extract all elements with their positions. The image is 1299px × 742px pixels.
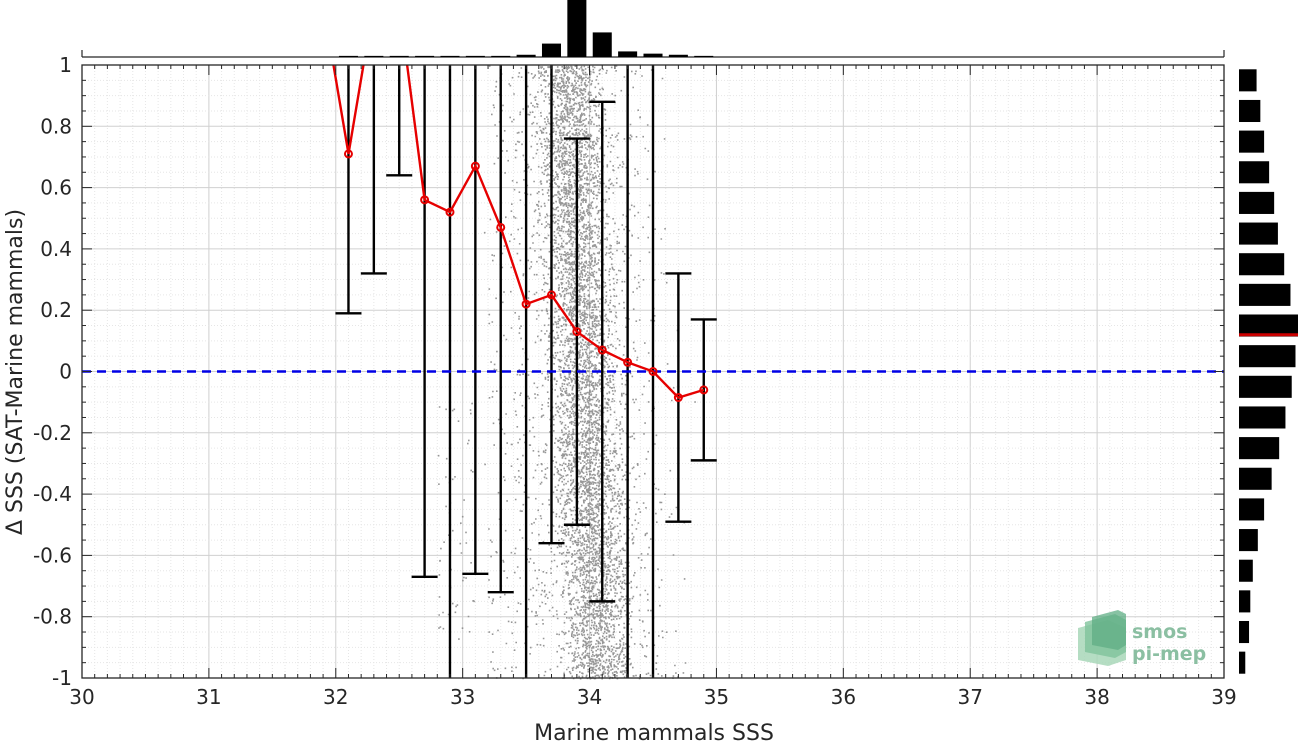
top-hist-bar	[567, 0, 587, 57]
top-histogram	[81, 0, 1225, 58]
mean-point	[699, 385, 709, 395]
mean-point	[496, 222, 506, 232]
right-hist-bar	[1239, 498, 1265, 521]
y-tick-label: 1	[59, 53, 72, 77]
top-hist-bar	[491, 55, 511, 57]
right-hist-bar	[1239, 529, 1258, 552]
mean-point	[521, 299, 531, 309]
right-hist-bar	[1239, 590, 1251, 613]
mean-point	[597, 345, 607, 355]
right-hist-bar	[1239, 314, 1298, 337]
right-hist-bar	[1239, 99, 1261, 123]
x-tick-label: 38	[1084, 685, 1109, 709]
y-tick-labels: -1 -0.8 -0.6 -0.4 -0.2 0 0.2 0.4 0.6 0.8 1	[33, 53, 72, 690]
axes-frame	[81, 64, 1225, 679]
x-tick-labels: 30 31 32 33 34 35 36 37 38 39	[69, 685, 1236, 709]
top-hist-bar	[541, 43, 562, 57]
mean-point	[445, 207, 455, 217]
right-hist-bar	[1239, 253, 1285, 276]
right-hist-bar	[1239, 375, 1292, 398]
right-hist-bar	[1239, 161, 1270, 184]
right-hist-bar	[1239, 406, 1286, 429]
mean-point	[572, 327, 582, 337]
top-hist-bar	[618, 51, 638, 57]
mean-line-group	[332, 65, 709, 403]
x-tick-label: 39	[1211, 685, 1236, 709]
top-hist-bar	[694, 55, 714, 57]
right-hist-bar	[1239, 467, 1272, 490]
mean-line	[332, 65, 705, 399]
top-hist-bar	[389, 55, 409, 57]
mean-point	[648, 367, 658, 376]
right-histogram	[1239, 69, 1298, 674]
y-tick-label: -0.4	[33, 482, 72, 506]
x-tick-label: 37	[957, 685, 982, 709]
logo: smos pi-mep	[1078, 610, 1206, 666]
top-hist-bar	[465, 55, 485, 57]
right-hist-bar	[1239, 222, 1278, 245]
x-tick-label: 30	[69, 685, 94, 709]
right-hist-bar	[1239, 651, 1246, 674]
right-hist-bar	[1239, 345, 1296, 368]
y-tick-label: -0.8	[33, 605, 72, 629]
right-hist-bar	[1239, 437, 1280, 460]
x-tick-label: 34	[577, 685, 602, 709]
right-hist-bar	[1239, 559, 1253, 582]
x-axis-label: Marine mammals SSS	[534, 721, 774, 742]
top-hist-bar	[516, 54, 536, 57]
x-tick-label: 33	[450, 685, 475, 709]
y-tick-label: 0	[59, 360, 72, 384]
x-tick-label: 35	[704, 685, 729, 709]
binned-mean-line	[332, 65, 709, 403]
right-hist-bar	[1239, 191, 1275, 214]
mean-point	[673, 393, 683, 403]
logo-icon	[1078, 610, 1126, 666]
y-tick-label: -0.6	[33, 543, 72, 567]
right-hist-bar	[1239, 283, 1291, 306]
x-tick-label: 32	[323, 685, 348, 709]
mean-point	[623, 357, 633, 367]
mean-point	[420, 195, 430, 205]
y-tick-label: 0.8	[40, 114, 72, 138]
y-tick-label: 0.6	[40, 176, 72, 200]
x-tick-label: 36	[831, 685, 856, 709]
top-hist-bar	[440, 55, 460, 57]
top-hist-bar	[668, 54, 688, 57]
logo-line2: pi-mep	[1132, 643, 1206, 665]
right-hist-bar	[1239, 620, 1250, 644]
top-hist-bar	[338, 55, 358, 57]
y-axis-label: Δ SSS (SAT-Marine mammals)	[3, 209, 28, 535]
top-hist-bar	[592, 32, 612, 57]
logo-line1: smos	[1132, 621, 1187, 643]
top-hist-bar	[415, 55, 435, 57]
mean-point	[343, 149, 353, 159]
y-tick-label: -0.2	[33, 421, 72, 445]
right-hist-bar	[1239, 130, 1265, 153]
y-tick-label: 0.2	[40, 298, 72, 322]
y-tick-label: 0.4	[40, 237, 72, 261]
y-tick-label: -1	[52, 666, 72, 690]
mean-point	[470, 161, 480, 171]
top-hist-bar	[364, 55, 384, 57]
right-hist-bar	[1239, 69, 1257, 92]
mean-point	[546, 290, 556, 300]
top-hist-bar	[643, 53, 663, 57]
x-tick-label: 31	[196, 685, 221, 709]
